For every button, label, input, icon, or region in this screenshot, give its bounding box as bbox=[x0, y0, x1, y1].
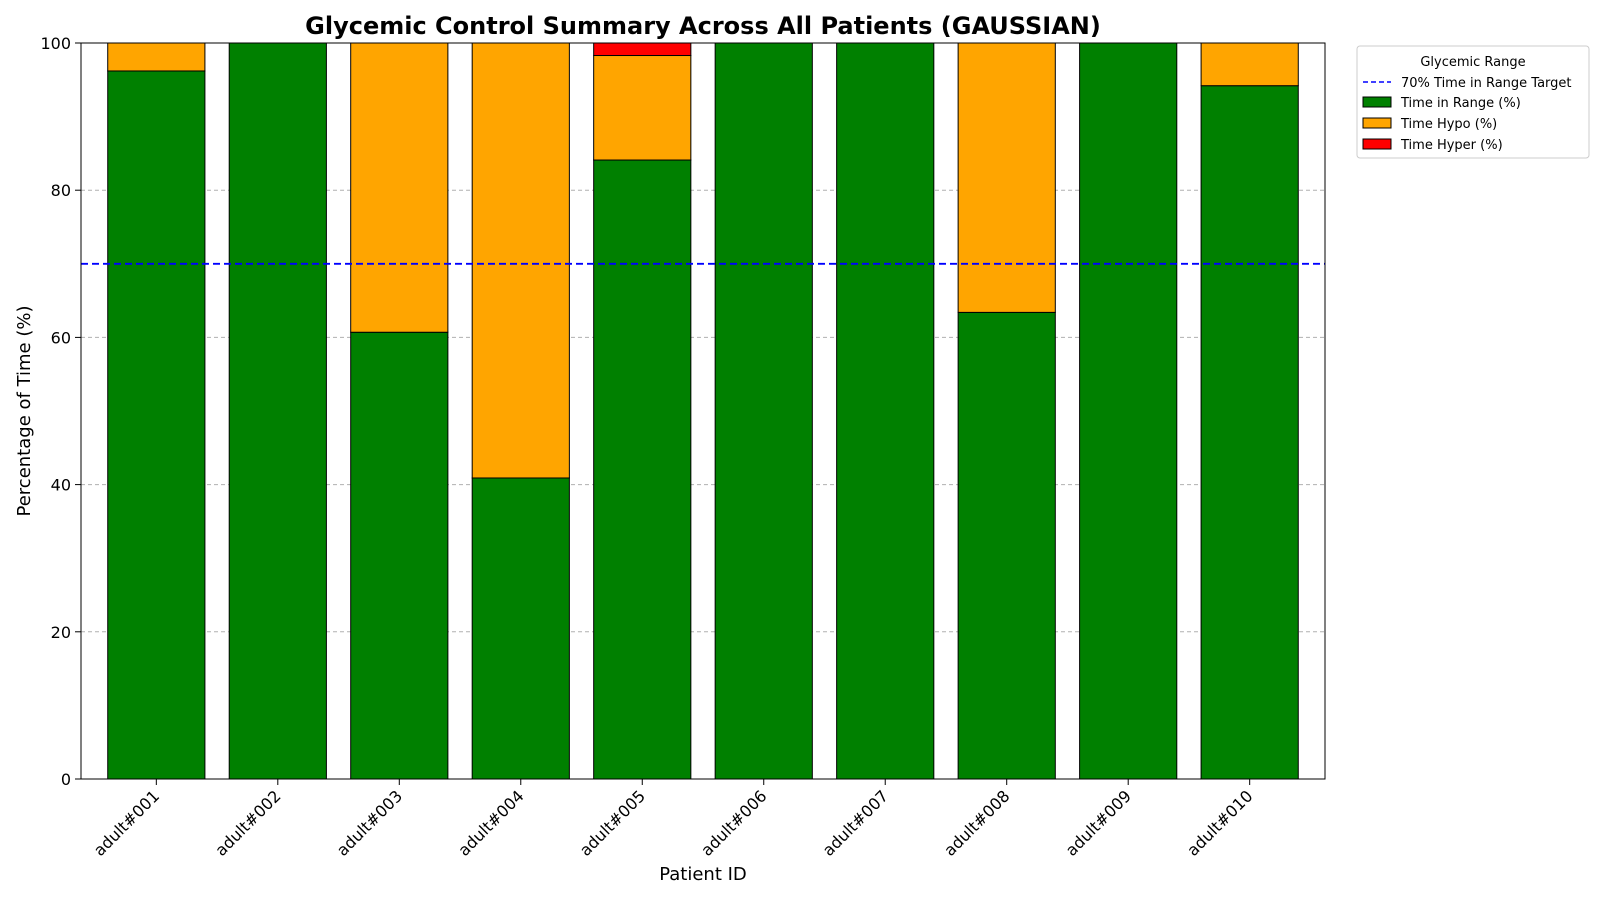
bar-adult001-series-1 bbox=[107, 42, 206, 72]
legend-swatch-hypo bbox=[1362, 117, 1392, 129]
legend-swatch-in-range bbox=[1362, 96, 1392, 108]
bar-adult001-series-0 bbox=[107, 70, 206, 780]
y-tick-label-40: 40 bbox=[51, 476, 71, 495]
y-tick-label-80: 80 bbox=[51, 181, 71, 200]
bar-adult008-series-1 bbox=[957, 42, 1056, 313]
plot-area-frame bbox=[80, 42, 1326, 780]
legend-swatch-hyper bbox=[1362, 138, 1392, 150]
bar-adult006-series-0 bbox=[714, 42, 813, 780]
x-tick-label-adult003: adult#003 bbox=[333, 786, 406, 859]
bar-adult005-series-0 bbox=[593, 159, 692, 780]
legend-box bbox=[1356, 45, 1590, 159]
bar-adult008-series-0 bbox=[957, 311, 1056, 780]
bar-adult010-series-0 bbox=[1200, 85, 1299, 780]
bar-adult005-series-1 bbox=[593, 55, 692, 161]
y-tick-label-20: 20 bbox=[51, 623, 71, 642]
x-axis: adult#001 adult#002 adult#003 adult#004 adul… bbox=[90, 779, 1257, 860]
y-tick-label-60: 60 bbox=[51, 328, 71, 347]
bar-adult003-series-1 bbox=[350, 42, 449, 333]
x-tick-label-adult004: adult#004 bbox=[454, 786, 527, 859]
x-tick-label-adult006: adult#006 bbox=[697, 786, 770, 859]
y-axis: 0 20 40 60 80 100 bbox=[40, 34, 81, 789]
bar-adult007-series-0 bbox=[836, 42, 935, 780]
x-tick-label-adult001: adult#001 bbox=[90, 786, 163, 859]
x-tick-label-adult007: adult#007 bbox=[819, 786, 892, 859]
bar-adult003-series-0 bbox=[350, 331, 449, 780]
legend-title: Glycemic Range bbox=[1420, 55, 1525, 70]
y-tick-label-100: 100 bbox=[40, 34, 71, 53]
x-axis-label: Patient ID bbox=[659, 864, 747, 885]
bar-adult010-series-1 bbox=[1200, 42, 1299, 87]
y-axis-label: Percentage of Time (%) bbox=[14, 306, 35, 517]
legend-label-in-range: Time in Range (%) bbox=[1400, 96, 1521, 111]
x-tick-label-adult002: adult#002 bbox=[211, 786, 284, 859]
bar-adult005-series-2 bbox=[593, 42, 692, 57]
x-tick-label-adult005: adult#005 bbox=[576, 786, 649, 859]
x-tick-label-adult009: adult#009 bbox=[1062, 786, 1135, 859]
bars bbox=[107, 42, 1299, 780]
legend: Glycemic Range 70% Time in Range Target … bbox=[1356, 45, 1590, 159]
bar-adult004-series-1 bbox=[471, 42, 570, 479]
legend-label-hyper: Time Hyper (%) bbox=[1400, 138, 1503, 153]
bar-adult009-series-0 bbox=[1079, 42, 1178, 780]
x-tick-label-adult010: adult#010 bbox=[1183, 786, 1256, 859]
bar-adult002-series-0 bbox=[228, 42, 327, 780]
y-tick-label-0: 0 bbox=[61, 770, 71, 789]
legend-label-target-line: 70% Time in Range Target bbox=[1401, 76, 1572, 91]
chart-title: Glycemic Control Summary Across All Pati… bbox=[305, 12, 1101, 40]
legend-label-hypo: Time Hypo (%) bbox=[1400, 117, 1497, 132]
bar-adult004-series-0 bbox=[471, 477, 570, 780]
x-tick-label-adult008: adult#008 bbox=[940, 786, 1013, 859]
